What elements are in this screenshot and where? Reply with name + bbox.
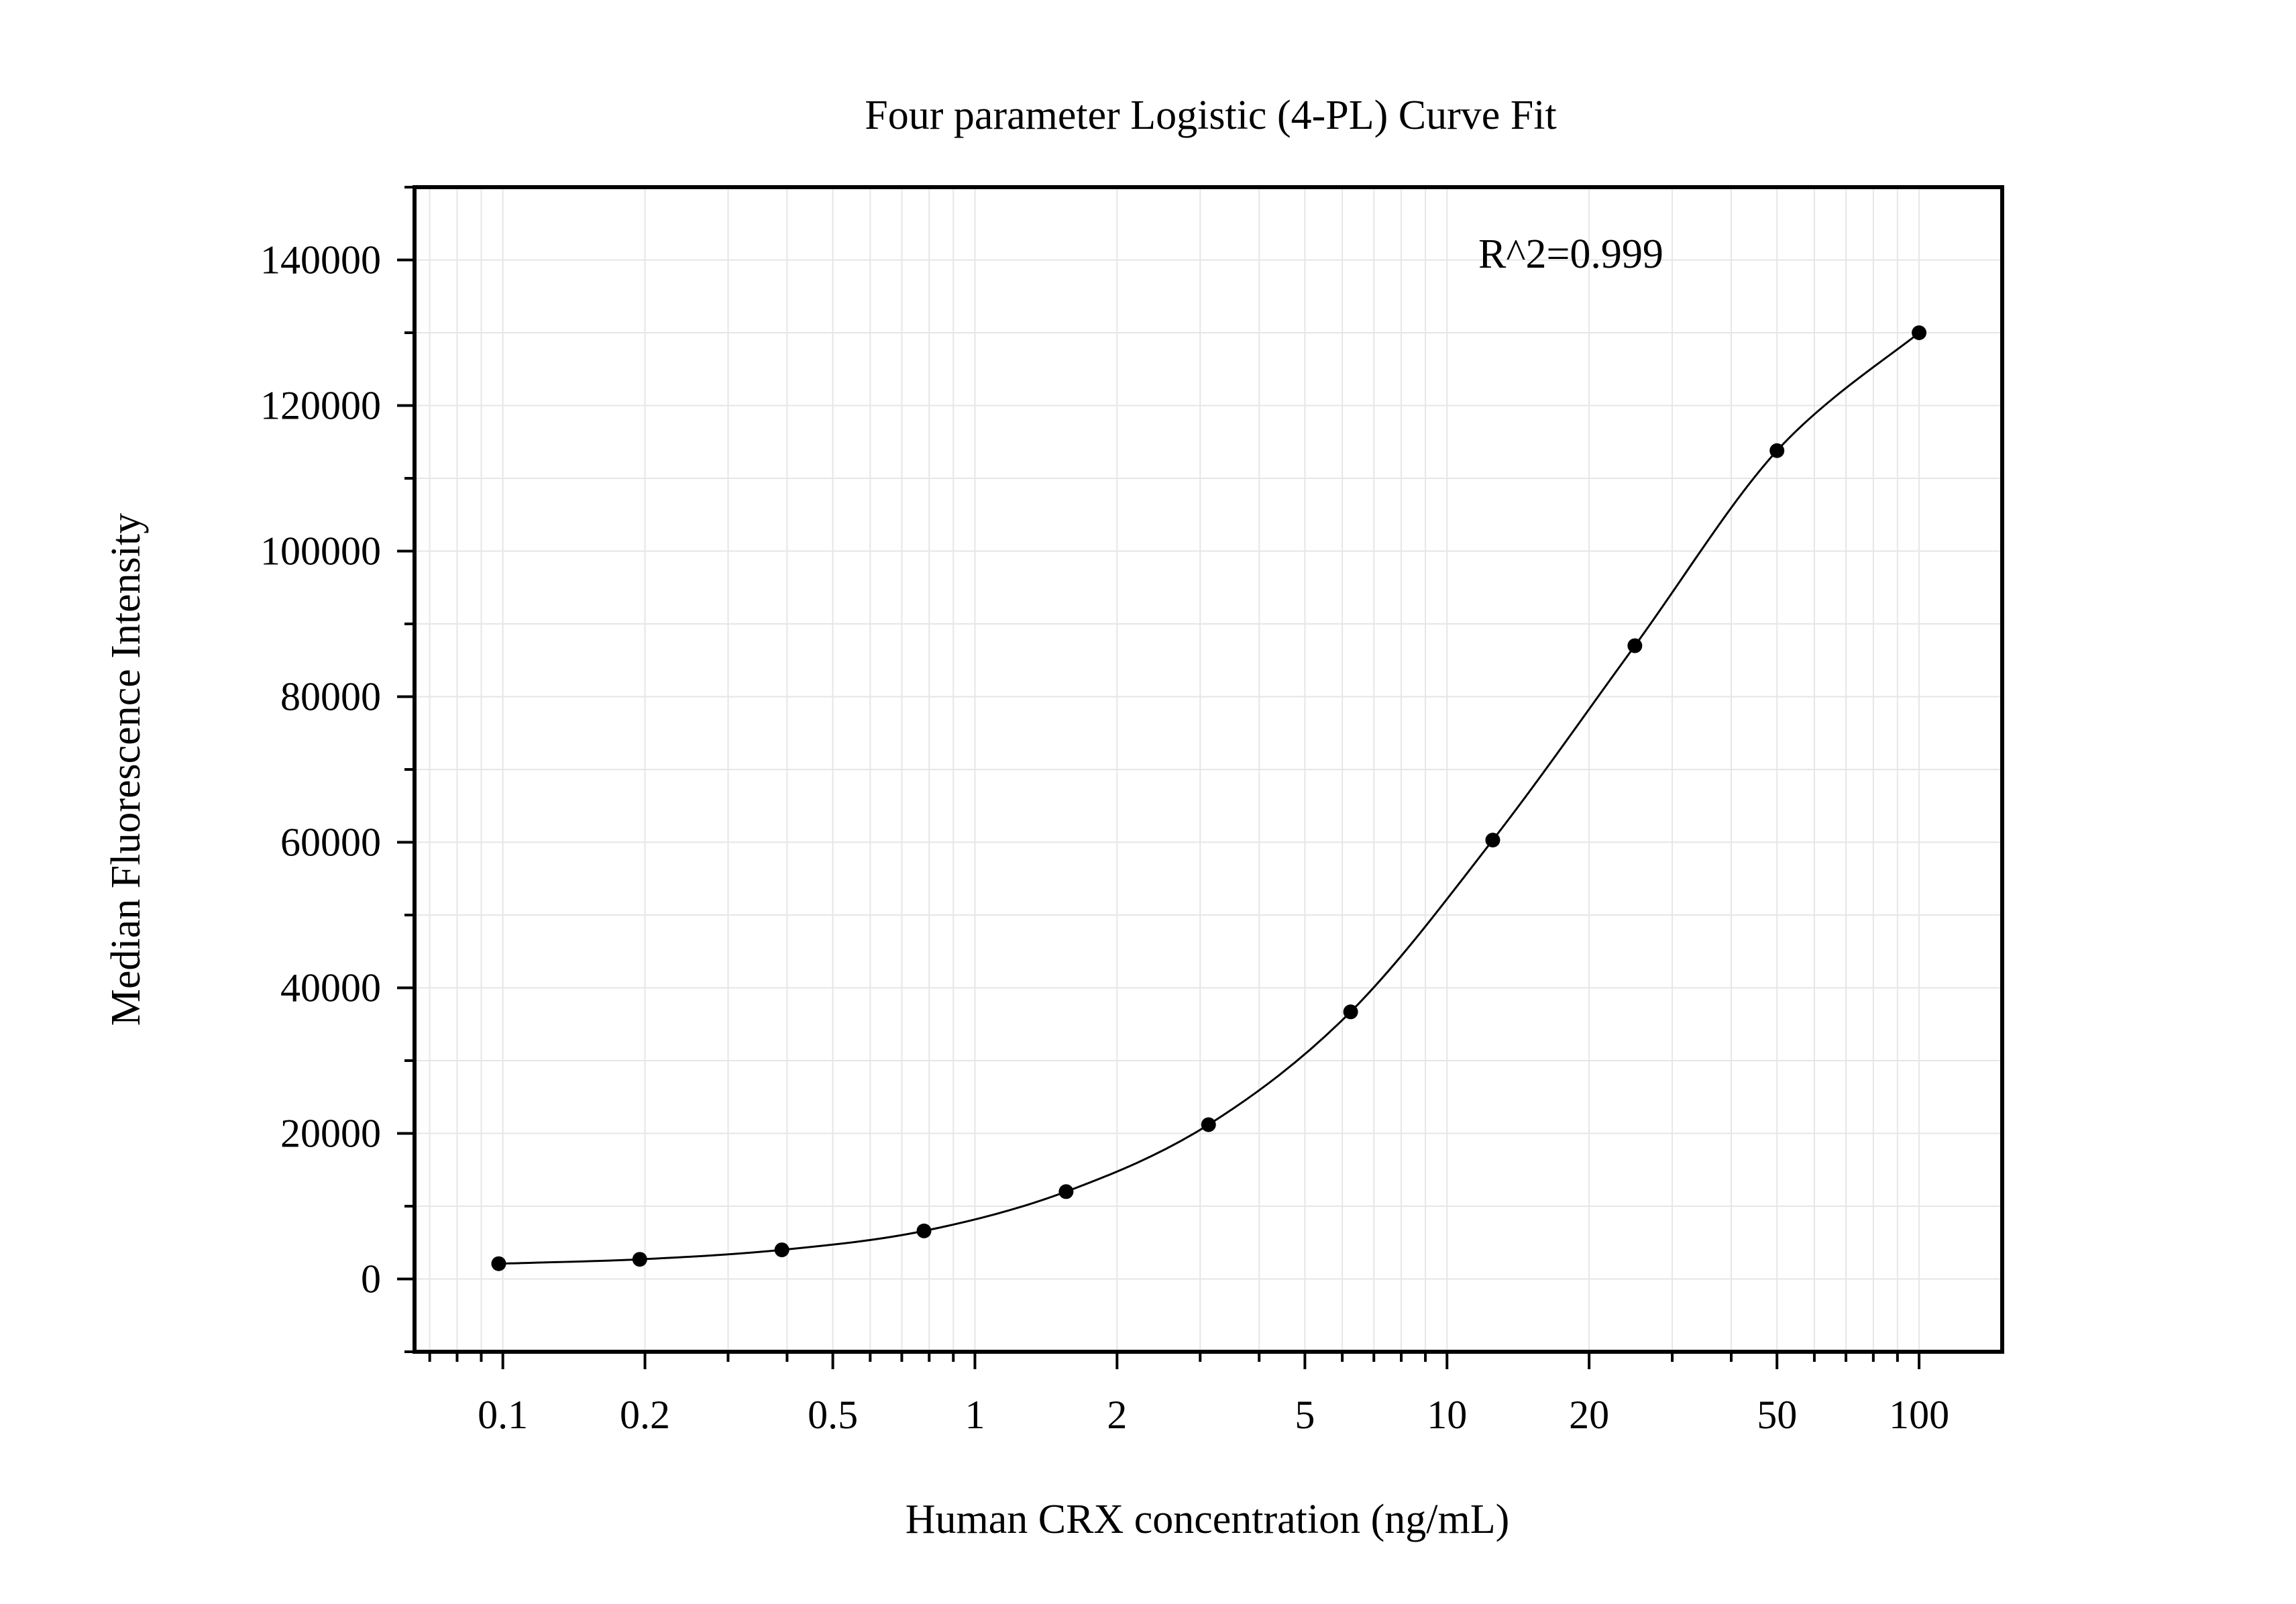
grid: [415, 187, 2002, 1352]
data-point: [1201, 1117, 1216, 1132]
fit-curve-layer: [498, 331, 1920, 1265]
x-tick-label: 0.1: [478, 1393, 528, 1437]
data-point: [774, 1242, 789, 1258]
data-point: [916, 1223, 932, 1238]
x-tick-label: 20: [1569, 1393, 1609, 1437]
y-tick-label: 40000: [280, 966, 381, 1010]
x-tick-label: 10: [1427, 1393, 1467, 1437]
data-point: [1912, 325, 1927, 340]
x-tick-label: 50: [1757, 1393, 1797, 1437]
data-point: [1627, 638, 1643, 653]
x-tick-label: 0.2: [620, 1393, 670, 1437]
y-tick-label: 80000: [280, 675, 381, 719]
y-tick-label: 0: [361, 1257, 381, 1301]
r-squared-annotation: R^2=0.999: [1478, 231, 1663, 277]
data-points: [491, 325, 1927, 1271]
data-point: [1485, 833, 1500, 848]
axes: 0.1 0.2 0.5 1 2 5 10 20 50 100 0 20000 40000 60000 800…: [260, 186, 1949, 1437]
data-point: [1769, 443, 1785, 458]
data-point: [1343, 1004, 1358, 1020]
x-tick-label: 5: [1295, 1393, 1315, 1437]
x-tick-label: 1: [965, 1393, 985, 1437]
x-axis-title: Human CRX concentration (ng/mL): [906, 1497, 1510, 1542]
fit-curve: [498, 331, 1920, 1265]
data-point: [1058, 1184, 1074, 1199]
chart-title: Four parameter Logistic (4-PL) Curve Fit: [865, 93, 1556, 138]
data-point: [491, 1256, 506, 1271]
y-tick-label: 120000: [260, 384, 381, 428]
x-tick-label: 2: [1107, 1393, 1127, 1437]
y-tick-label: 140000: [260, 238, 381, 282]
y-tick-label: 60000: [280, 820, 381, 865]
x-tick-label: 100: [1889, 1393, 1949, 1437]
x-tick-label: 0.5: [808, 1393, 858, 1437]
data-point: [632, 1252, 647, 1267]
y-axis-title: Median Fluorescence Intensity: [103, 513, 149, 1026]
y-tick-label: 100000: [260, 529, 381, 574]
y-tick-label: 20000: [280, 1112, 381, 1156]
